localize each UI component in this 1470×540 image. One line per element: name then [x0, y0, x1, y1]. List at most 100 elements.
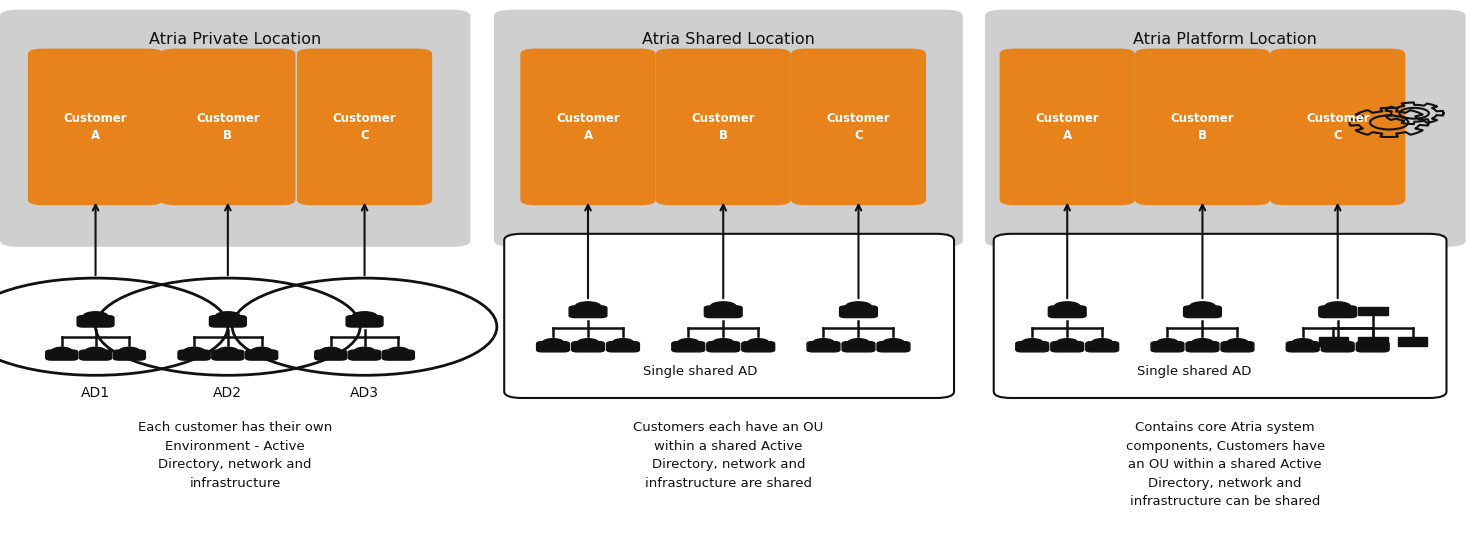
Text: Customer
B: Customer B: [1170, 112, 1235, 142]
FancyBboxPatch shape: [572, 342, 604, 352]
FancyBboxPatch shape: [1000, 49, 1135, 205]
Circle shape: [845, 302, 872, 312]
FancyBboxPatch shape: [1151, 342, 1183, 352]
FancyBboxPatch shape: [656, 49, 791, 205]
FancyBboxPatch shape: [382, 350, 415, 360]
FancyBboxPatch shape: [791, 49, 926, 205]
Circle shape: [1192, 339, 1213, 347]
FancyBboxPatch shape: [345, 315, 384, 327]
FancyBboxPatch shape: [672, 342, 704, 352]
Text: Customers each have an OU
within a shared Active
Directory, network and
infrastr: Customers each have an OU within a share…: [634, 421, 823, 490]
FancyBboxPatch shape: [76, 315, 115, 327]
Circle shape: [578, 339, 598, 347]
FancyBboxPatch shape: [348, 350, 381, 360]
Circle shape: [85, 347, 106, 355]
Circle shape: [51, 347, 72, 355]
FancyBboxPatch shape: [1186, 342, 1219, 352]
Circle shape: [354, 347, 375, 355]
FancyBboxPatch shape: [537, 342, 569, 352]
Circle shape: [1054, 302, 1080, 312]
Circle shape: [351, 312, 378, 321]
FancyBboxPatch shape: [245, 350, 278, 360]
Circle shape: [1157, 339, 1177, 347]
Text: Atria Platform Location: Atria Platform Location: [1133, 32, 1317, 48]
Circle shape: [748, 339, 769, 347]
Text: Atria Private Location: Atria Private Location: [148, 32, 322, 48]
FancyBboxPatch shape: [1286, 342, 1319, 352]
Circle shape: [218, 347, 238, 355]
Text: Customer
C: Customer C: [332, 112, 397, 142]
FancyBboxPatch shape: [1048, 306, 1086, 318]
Text: Customer
B: Customer B: [196, 112, 260, 142]
FancyBboxPatch shape: [494, 10, 963, 247]
FancyBboxPatch shape: [1358, 337, 1388, 346]
Circle shape: [813, 339, 833, 347]
Circle shape: [613, 339, 634, 347]
Text: Atria Shared Location: Atria Shared Location: [642, 32, 814, 48]
Text: Single shared AD: Single shared AD: [1136, 365, 1251, 378]
FancyBboxPatch shape: [1051, 342, 1083, 352]
FancyBboxPatch shape: [178, 350, 210, 360]
Circle shape: [184, 347, 204, 355]
Text: Customer
C: Customer C: [1305, 112, 1370, 142]
FancyBboxPatch shape: [113, 350, 146, 360]
Circle shape: [1327, 339, 1348, 347]
Circle shape: [82, 312, 109, 321]
Circle shape: [1022, 339, 1042, 347]
FancyBboxPatch shape: [1222, 342, 1254, 352]
FancyBboxPatch shape: [79, 350, 112, 360]
Text: Customer
C: Customer C: [826, 112, 891, 142]
Text: Customer
A: Customer A: [63, 112, 128, 142]
Circle shape: [1092, 339, 1113, 347]
FancyBboxPatch shape: [1086, 342, 1119, 352]
Circle shape: [1227, 339, 1248, 347]
Text: Contains core Atria system
components, Customers have
an OU within a shared Acti: Contains core Atria system components, C…: [1126, 421, 1324, 508]
FancyBboxPatch shape: [569, 306, 607, 318]
Text: Each customer has their own
Environment - Active
Directory, network and
infrastr: Each customer has their own Environment …: [138, 421, 332, 490]
Circle shape: [388, 347, 409, 355]
Circle shape: [251, 347, 272, 355]
FancyBboxPatch shape: [1322, 342, 1354, 352]
Circle shape: [1057, 339, 1078, 347]
Circle shape: [713, 339, 734, 347]
FancyBboxPatch shape: [742, 342, 775, 352]
Circle shape: [1324, 302, 1351, 312]
FancyBboxPatch shape: [1319, 306, 1357, 318]
FancyBboxPatch shape: [504, 234, 954, 398]
Circle shape: [320, 347, 341, 355]
FancyBboxPatch shape: [1398, 337, 1427, 346]
FancyBboxPatch shape: [707, 342, 739, 352]
Text: Customer
B: Customer B: [691, 112, 756, 142]
FancyBboxPatch shape: [1016, 342, 1048, 352]
FancyBboxPatch shape: [0, 10, 470, 247]
FancyBboxPatch shape: [839, 306, 878, 318]
Text: AD2: AD2: [213, 386, 243, 400]
Text: AD1: AD1: [81, 386, 110, 400]
Circle shape: [1189, 302, 1216, 312]
Circle shape: [1292, 339, 1313, 347]
Text: AD3: AD3: [350, 386, 379, 400]
FancyBboxPatch shape: [807, 342, 839, 352]
Text: Single shared AD: Single shared AD: [644, 365, 759, 378]
FancyBboxPatch shape: [878, 342, 910, 352]
FancyBboxPatch shape: [212, 350, 244, 360]
Circle shape: [1363, 339, 1383, 347]
FancyBboxPatch shape: [994, 234, 1446, 398]
FancyBboxPatch shape: [1319, 337, 1348, 346]
Circle shape: [542, 339, 563, 347]
FancyBboxPatch shape: [704, 306, 742, 318]
Circle shape: [575, 302, 601, 312]
FancyBboxPatch shape: [209, 315, 247, 327]
FancyBboxPatch shape: [842, 342, 875, 352]
Circle shape: [678, 339, 698, 347]
Text: Customer
A: Customer A: [1035, 112, 1100, 142]
Circle shape: [883, 339, 904, 347]
Circle shape: [215, 312, 241, 321]
FancyBboxPatch shape: [1358, 307, 1388, 315]
FancyBboxPatch shape: [520, 49, 656, 205]
FancyBboxPatch shape: [1135, 49, 1270, 205]
FancyBboxPatch shape: [1357, 342, 1389, 352]
Circle shape: [848, 339, 869, 347]
Text: Customer
A: Customer A: [556, 112, 620, 142]
FancyBboxPatch shape: [46, 350, 78, 360]
